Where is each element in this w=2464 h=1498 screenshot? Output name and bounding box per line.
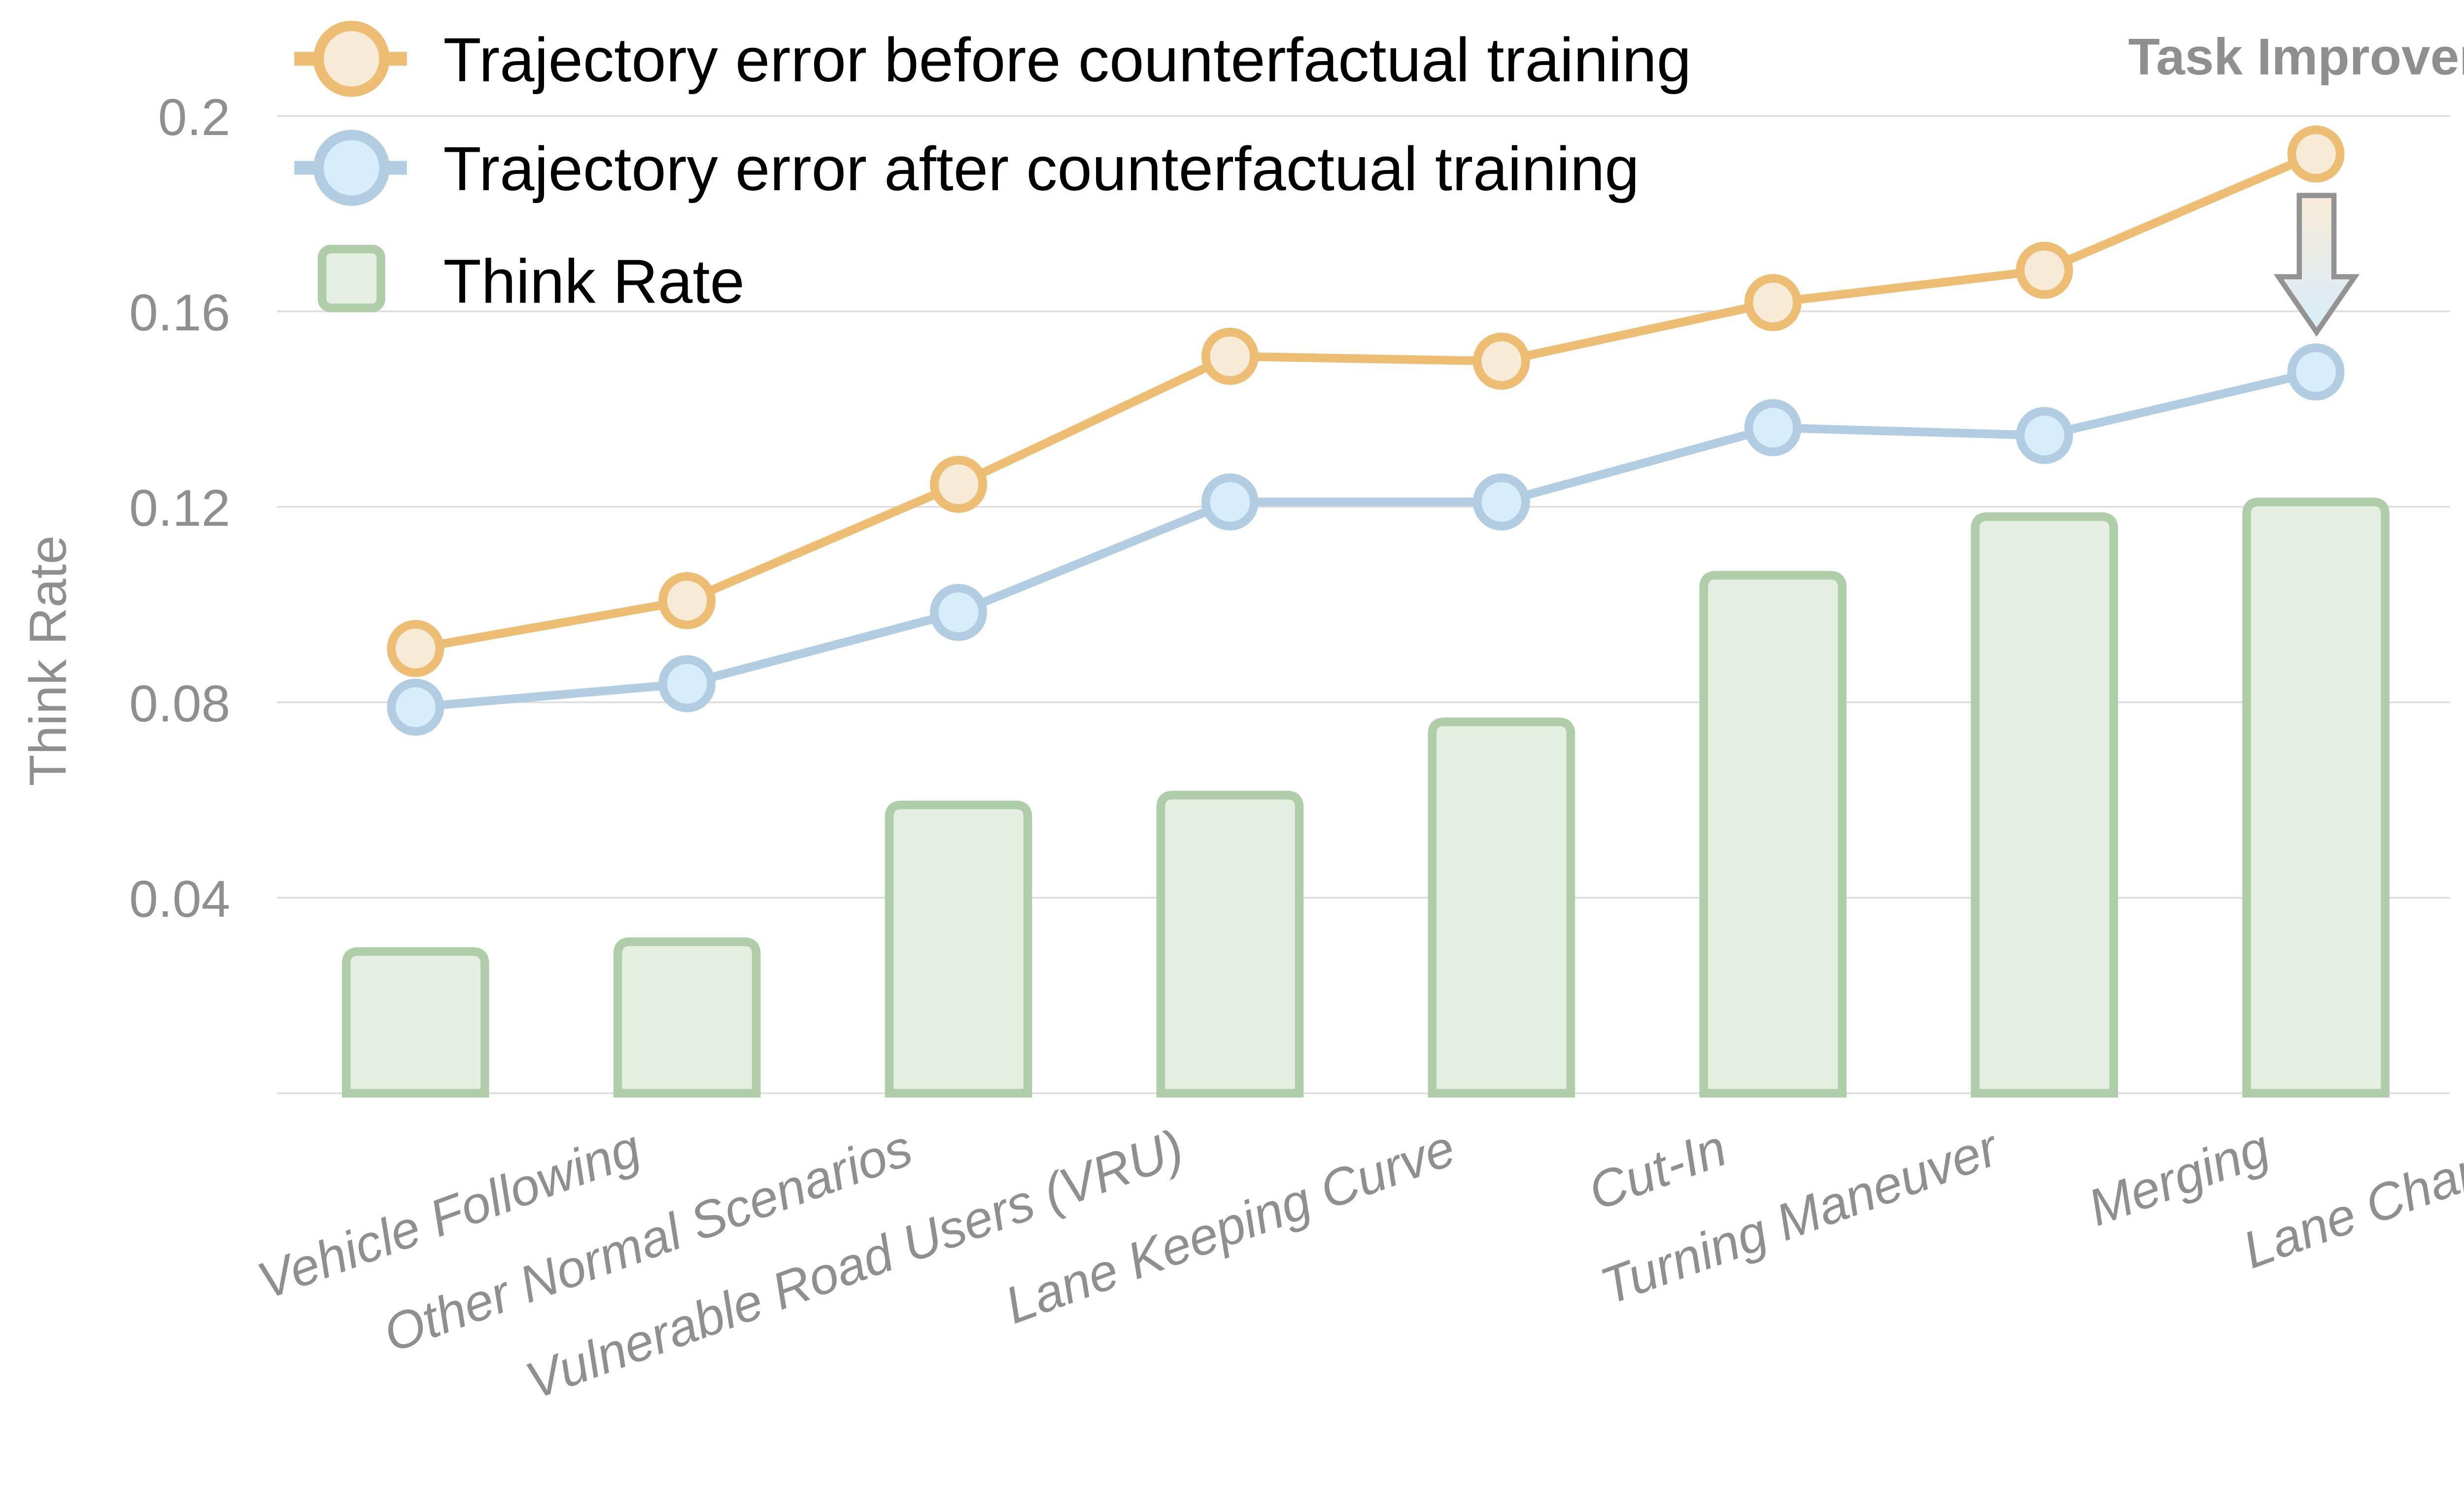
x-label: Merging	[2081, 1119, 2277, 1237]
x-label: Cut-In	[1581, 1119, 1734, 1222]
data-point-marker	[387, 679, 445, 736]
data-point-marker	[2287, 343, 2345, 401]
trajectory-lines	[387, 125, 2345, 736]
data-point-marker	[1472, 333, 1530, 390]
data-point-marker	[2287, 125, 2345, 183]
data-point-marker	[1201, 473, 1259, 531]
left-tick-0.16: 0.16	[129, 284, 230, 342]
bar-other-normal-scenarios	[613, 937, 761, 1098]
bar-lane-keeping-curve	[1156, 790, 1304, 1098]
data-point-marker	[930, 583, 987, 641]
data-point-marker	[658, 572, 716, 629]
legend-item-after: Trajectory error after counterfactual tr…	[294, 130, 1640, 206]
left-tick-0.08: 0.08	[129, 675, 230, 733]
bar-vehicle-following	[342, 947, 489, 1098]
left-tick-0.2: 0.2	[158, 89, 231, 146]
legend-item-before: Trajectory error before counterfactual t…	[294, 21, 1691, 97]
x-label: Lane Keeping Curve	[998, 1119, 1463, 1335]
task-improvement-arrow	[2273, 193, 2360, 337]
left-tick-0.04: 0.04	[129, 871, 230, 928]
data-point-marker	[2016, 407, 2073, 464]
task-improvement-label: Task Improvement	[2128, 28, 2464, 86]
bar-vulnerable-road-users-vru	[885, 800, 1032, 1098]
data-point-marker	[658, 655, 716, 713]
data-point-marker	[930, 456, 987, 513]
legend-label-after: Trajectory error after counterfactual tr…	[443, 134, 1639, 204]
data-point-marker	[1744, 274, 1802, 331]
bar-turning-maneuver	[1699, 571, 1847, 1098]
left-axis-title: Think Rate	[19, 535, 77, 786]
left-tick-0.12: 0.12	[129, 479, 230, 537]
think-rate-bars	[342, 497, 2390, 1098]
data-point-marker	[2016, 241, 2073, 299]
bar-lane-change	[2242, 497, 2390, 1098]
legend: Trajectory error before counterfactual t…	[294, 21, 1691, 316]
data-point-marker	[387, 620, 445, 678]
line-before	[387, 125, 2345, 678]
legend-label-think-rate: Think Rate	[443, 246, 744, 316]
data-point-marker	[1472, 473, 1530, 531]
legend-label-before: Trajectory error before counterfactual t…	[443, 25, 1691, 95]
legend-item-think-rate: Think Rate	[317, 244, 745, 316]
line-after	[387, 343, 2345, 736]
left-axis: 0.04 0.08 0.12 0.16 0.2	[129, 89, 230, 928]
x-label: Lane Change	[2235, 1119, 2464, 1280]
data-point-marker	[1744, 399, 1802, 456]
bar-merging	[1971, 512, 2118, 1098]
data-point-marker	[1201, 328, 1259, 385]
bar-cut-in	[1428, 717, 1575, 1098]
